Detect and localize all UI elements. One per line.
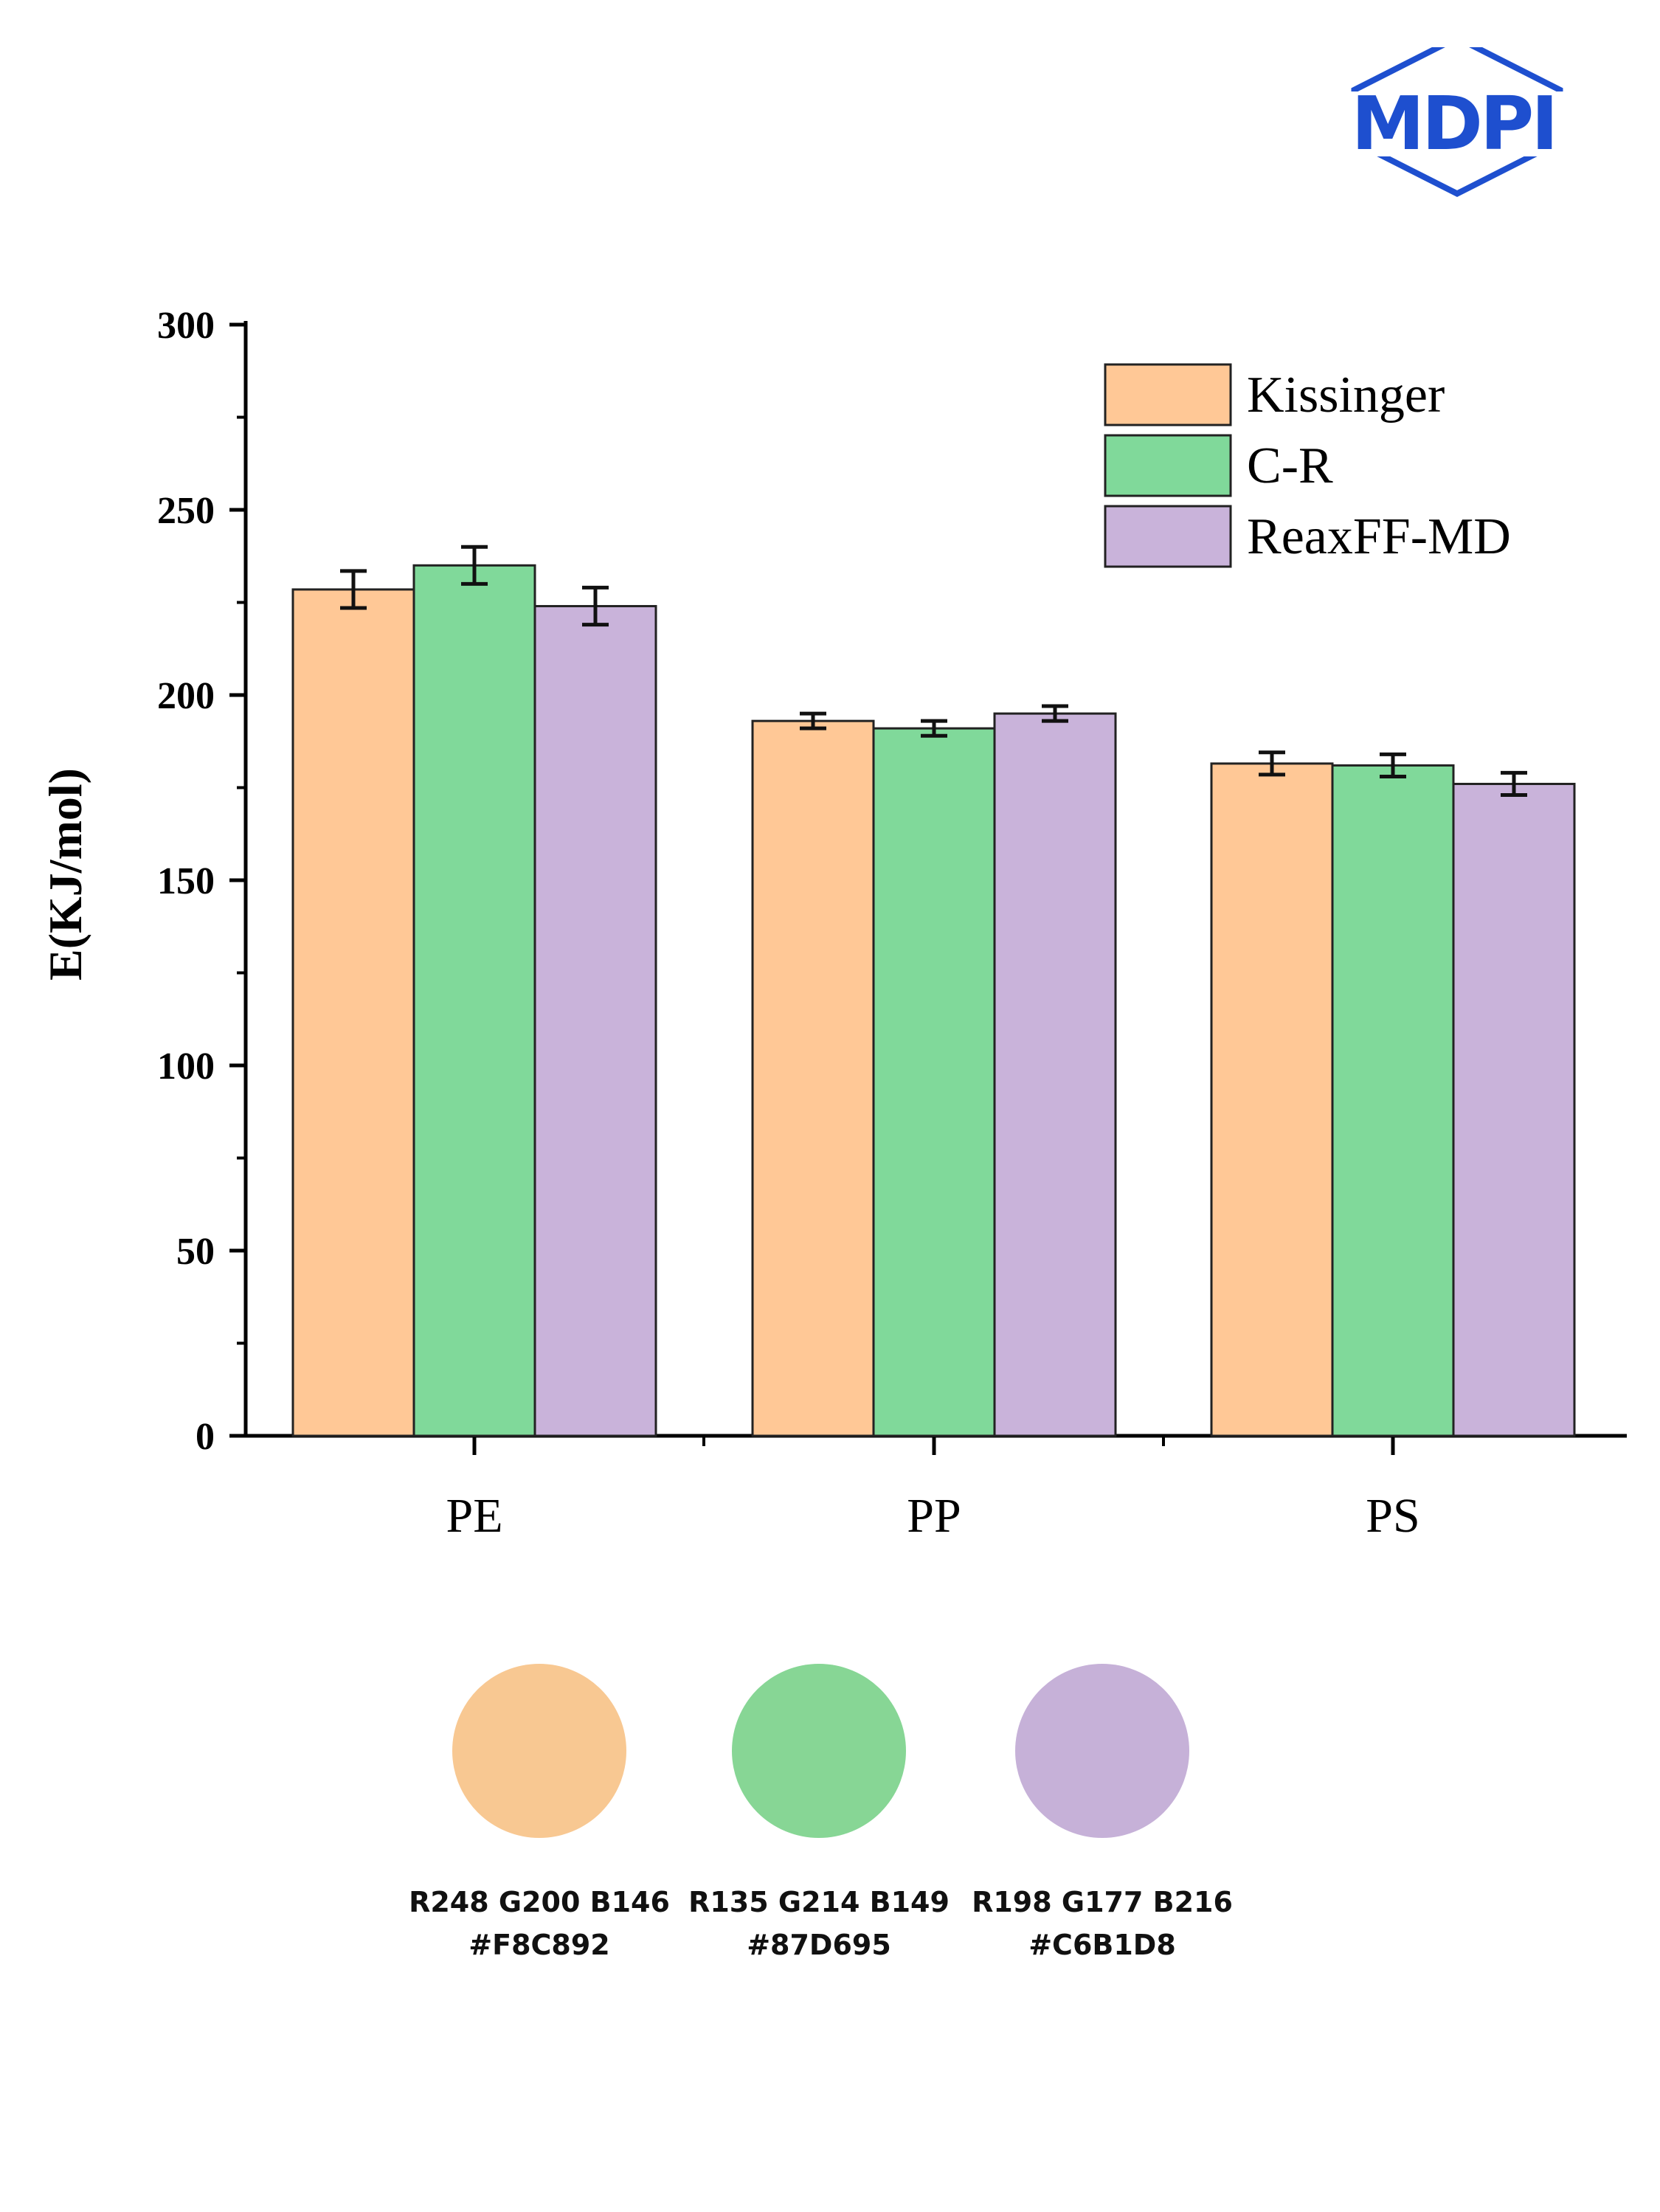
chart-error-bars xyxy=(340,545,1527,798)
palette-dot xyxy=(452,1664,626,1838)
palette-dot xyxy=(732,1664,906,1838)
y-tick-label: 0 xyxy=(196,1416,215,1458)
bar-c-r-ps xyxy=(1331,764,1455,1437)
legend-label: ReaxFF-MD xyxy=(1247,508,1511,565)
chart-legend: Kissinger C-R ReaxFF-MD xyxy=(1104,363,1511,568)
bar-c-r-pe xyxy=(412,564,536,1437)
legend-swatch-reaxff-md xyxy=(1104,505,1232,568)
y-tick-label: 300 xyxy=(157,305,215,347)
palette-swatch-green: R135 G214 B149 #87D695 xyxy=(664,1664,974,1966)
palette-swatch-purple: R198 G177 B216 #C6B1D8 xyxy=(947,1664,1257,1966)
mdpi-logo: MDPI xyxy=(1343,47,1564,198)
palette-swatch-orange: R248 G200 B146 #F8C892 xyxy=(384,1664,694,1966)
mdpi-logo-hexagon xyxy=(1351,47,1563,198)
bar-chart: 0 50 100 150 200 250 300 PE PP PS Kissinger C-R Rea… xyxy=(39,305,1627,1543)
palette-dot xyxy=(1015,1664,1189,1838)
palette-hex-label: #F8C892 xyxy=(468,1929,610,1961)
legend-label: Kissinger xyxy=(1247,367,1445,424)
mdpi-logo-backdrop xyxy=(1343,91,1564,156)
palette-rgb-label: R198 G177 B216 xyxy=(972,1886,1233,1918)
y-tick-label: 250 xyxy=(157,490,215,532)
x-tick-label: PP xyxy=(907,1489,961,1543)
legend-swatch-c-r xyxy=(1104,434,1232,497)
bar-kissinger-ps xyxy=(1210,762,1334,1437)
bar-reaxff-md-pe xyxy=(533,605,657,1437)
bar-reaxff-md-pp xyxy=(993,712,1117,1437)
mdpi-logo-text: MDPI xyxy=(1351,80,1555,167)
y-axis-label: E(KJ/mol) xyxy=(39,768,91,981)
bar-reaxff-md-ps xyxy=(1452,782,1576,1437)
y-tick-label: 50 xyxy=(176,1231,215,1273)
y-tick-label: 150 xyxy=(157,860,215,902)
palette-rgb-label: R135 G214 B149 xyxy=(688,1886,950,1918)
y-tick-label: 200 xyxy=(157,675,215,717)
palette-hex-label: #87D695 xyxy=(747,1929,891,1961)
bar-kissinger-pp xyxy=(751,719,875,1437)
bar-c-r-pp xyxy=(872,727,996,1437)
x-tick-label: PS xyxy=(1366,1489,1419,1543)
y-tick-label: 100 xyxy=(157,1045,215,1088)
x-tick-label: PE xyxy=(446,1489,502,1543)
legend-swatch-kissinger xyxy=(1104,363,1232,426)
palette-rgb-label: R248 G200 B146 xyxy=(409,1886,670,1918)
chart-bars xyxy=(291,564,1576,1437)
legend-label: C-R xyxy=(1247,438,1333,494)
palette-hex-label: #C6B1D8 xyxy=(1028,1929,1176,1961)
bar-kissinger-pe xyxy=(291,588,415,1437)
